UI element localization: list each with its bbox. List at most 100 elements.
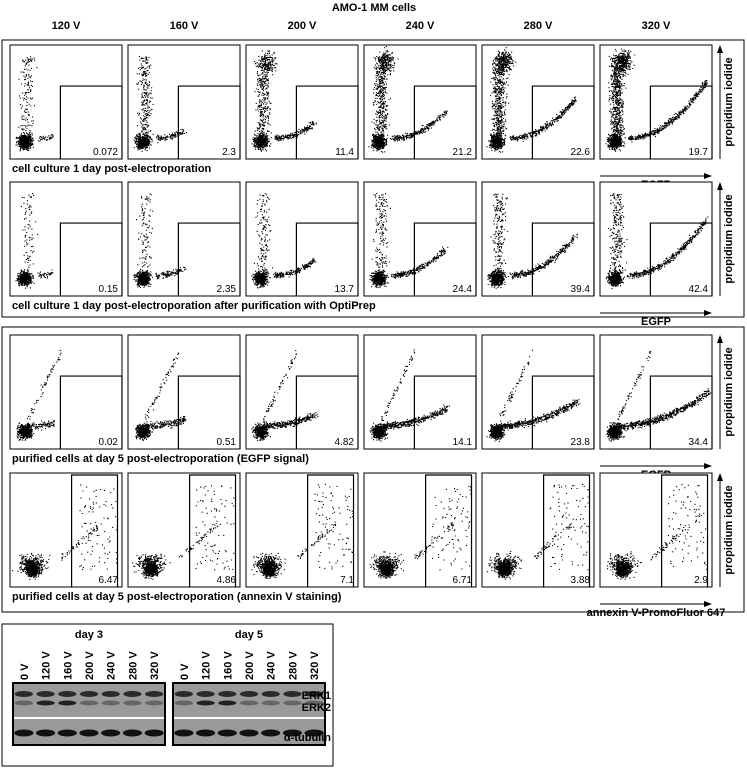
gate-percentage: 0.02 — [99, 437, 119, 448]
gate — [295, 85, 359, 159]
gate-percentage: 4.82 — [335, 437, 355, 448]
gate — [649, 222, 713, 296]
lane-label: 280 V — [287, 651, 299, 680]
gate-percentage: 4.86 — [217, 575, 237, 586]
band — [36, 729, 56, 737]
gate-percentage: 13.7 — [335, 284, 355, 295]
band — [305, 691, 324, 697]
column-header: 240 V — [406, 20, 435, 32]
dots — [251, 193, 317, 289]
dots — [368, 45, 448, 153]
arrow-head — [717, 473, 723, 481]
band — [101, 691, 120, 697]
dots — [486, 483, 589, 580]
x-axis-label: annexin V-PromoFluor 647 — [587, 607, 726, 619]
band — [283, 691, 302, 697]
y-axis-label: propidium iodide — [723, 347, 735, 436]
band — [145, 700, 164, 706]
gate — [543, 474, 591, 587]
band-label: α-tubulin — [284, 732, 331, 744]
arrow-head — [704, 310, 712, 316]
gate-percentage: 2.9 — [694, 575, 708, 586]
gate — [59, 85, 123, 159]
figure-title: AMO-1 MM cells — [332, 2, 416, 14]
gate-percentage: 34.4 — [689, 437, 709, 448]
band-label: ERK1 — [302, 690, 331, 702]
frame — [1, 326, 745, 613]
band — [101, 700, 120, 706]
gate-percentage: 42.4 — [689, 284, 709, 295]
band — [174, 691, 193, 697]
lane-label: 240 V — [266, 651, 278, 680]
gate-percentage: 24.4 — [453, 284, 473, 295]
dots — [132, 485, 235, 580]
gate — [413, 85, 477, 159]
lane-label: 160 V — [62, 651, 74, 680]
dots — [605, 193, 709, 290]
band — [196, 700, 215, 706]
band — [283, 700, 302, 706]
gate-percentage: 3.88 — [571, 575, 591, 586]
dots — [605, 48, 708, 152]
arrow-head — [717, 335, 723, 343]
gate — [413, 375, 477, 449]
dots — [487, 193, 578, 289]
gate — [177, 222, 241, 296]
band — [14, 691, 33, 697]
band — [174, 700, 193, 706]
gate — [71, 474, 119, 587]
gate — [295, 375, 359, 449]
gate — [177, 85, 241, 159]
gate-percentage: 7.1 — [340, 575, 354, 586]
gate — [177, 375, 241, 449]
band — [79, 729, 99, 737]
row-caption: purified cells at day 5 post-electropora… — [12, 591, 342, 603]
band — [282, 729, 302, 737]
gate-percentage: 2.35 — [217, 284, 237, 295]
gate — [189, 474, 237, 587]
day-label: day 3 — [75, 629, 103, 641]
band — [58, 691, 77, 697]
gate-percentage: 23.8 — [571, 437, 591, 448]
gate-percentage: 21.2 — [453, 147, 473, 158]
gate — [531, 222, 595, 296]
lane-label: 160 V — [222, 651, 234, 680]
dots — [133, 55, 187, 152]
band — [218, 700, 237, 706]
gate-percentage: 6.47 — [99, 575, 119, 586]
dots — [606, 351, 712, 442]
band — [57, 729, 77, 737]
gate-percentage: 14.1 — [453, 437, 473, 448]
y-axis-label: propidium iodide — [723, 485, 735, 574]
band — [123, 691, 142, 697]
band — [36, 700, 55, 706]
gate — [307, 474, 355, 587]
band — [261, 700, 280, 706]
column-header: 280 V — [524, 20, 553, 32]
dots — [369, 349, 450, 442]
gate — [649, 375, 713, 449]
band — [79, 700, 99, 706]
gate-percentage: 2.3 — [222, 147, 236, 158]
dots — [12, 484, 118, 581]
gate-percentage: 0.072 — [93, 147, 118, 158]
x-axis-label: EGFP — [641, 316, 671, 328]
gate — [59, 375, 123, 449]
gate-percentage: 6.71 — [453, 575, 473, 586]
band — [122, 729, 142, 737]
y-axis-label: propidium iodide — [723, 194, 735, 283]
arrow-head — [704, 601, 712, 607]
dots — [251, 483, 354, 580]
gate — [295, 222, 359, 296]
row-caption: cell culture 1 day post-electroporation — [12, 163, 212, 175]
lane-label: 240 V — [106, 651, 118, 680]
lane-label: 200 V — [84, 651, 96, 680]
band — [196, 691, 215, 697]
column-header: 320 V — [642, 20, 671, 32]
arrow-head — [717, 182, 723, 190]
dots — [16, 349, 62, 441]
dots — [606, 484, 708, 580]
column-header: 200 V — [288, 20, 317, 32]
band — [14, 729, 34, 737]
dots — [133, 193, 187, 288]
